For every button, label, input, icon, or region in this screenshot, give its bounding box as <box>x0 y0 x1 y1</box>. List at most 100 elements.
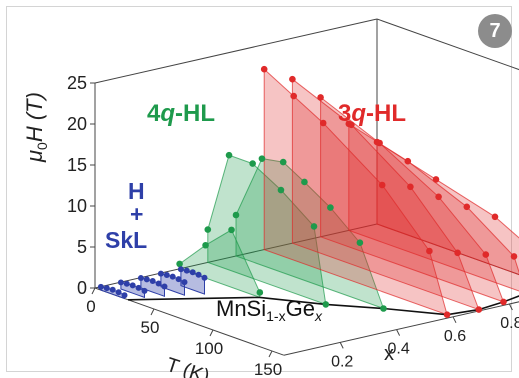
data-point <box>249 160 256 167</box>
data-point <box>277 186 285 194</box>
data-point <box>322 301 330 308</box>
data-point <box>176 260 183 268</box>
t-tick-label: 100 <box>195 339 223 358</box>
z-tick-label: 25 <box>67 73 87 93</box>
skl-point <box>117 279 124 286</box>
data-point <box>327 204 334 211</box>
data-point <box>435 193 442 201</box>
t-tick-label: 0 <box>86 297 95 316</box>
z-tick-label: 15 <box>67 155 87 175</box>
skl-point <box>155 280 162 287</box>
t-tick-mark <box>268 350 273 358</box>
material-label: MnSi1-xGex <box>216 296 323 324</box>
skl-point <box>175 276 182 283</box>
data-point <box>204 226 212 233</box>
phase-label-3q-hl: 3q-HL <box>338 100 406 127</box>
figure-frame <box>6 6 512 372</box>
z-tick-label: 5 <box>77 237 87 257</box>
data-point <box>475 306 483 313</box>
data-point <box>407 183 414 191</box>
data-point <box>256 289 264 296</box>
phase-label-skl: SkL <box>105 227 147 253</box>
data-point <box>404 157 412 165</box>
data-point <box>260 65 268 73</box>
data-point <box>443 311 451 319</box>
data-point <box>345 120 353 128</box>
t-tick-label: 150 <box>254 360 282 378</box>
skl-point <box>97 283 104 290</box>
data-point <box>378 181 386 189</box>
skl-point <box>163 271 170 278</box>
data-point <box>319 119 327 127</box>
skl-point <box>129 282 136 289</box>
skl-point <box>183 267 190 274</box>
x-tick-label: 0.2 <box>331 353 353 370</box>
data-point <box>510 253 518 260</box>
data-point <box>232 211 240 219</box>
skl-point <box>169 273 176 280</box>
data-point <box>491 213 499 221</box>
data-point <box>500 298 507 306</box>
x-tick-label: 0.4 <box>387 341 409 358</box>
skl-point <box>177 266 184 273</box>
skl-point <box>161 283 168 290</box>
data-point <box>310 223 318 230</box>
data-point <box>289 75 296 83</box>
phase-sheet-1 <box>207 154 327 306</box>
z-tick-label: 20 <box>67 114 87 134</box>
box-edge-7 <box>94 287 284 356</box>
t-tick-mark <box>91 287 96 295</box>
data-point <box>279 158 287 166</box>
x-tick-mark <box>508 303 513 311</box>
x-tick-mark <box>452 316 457 324</box>
skl-point <box>123 280 130 287</box>
skl-point <box>201 274 208 281</box>
data-point <box>356 239 364 246</box>
x-axis-label: x <box>384 343 394 365</box>
skl-point <box>137 275 144 282</box>
t-tick-mark <box>209 329 214 337</box>
skl-point <box>103 285 110 292</box>
data-point <box>290 92 298 100</box>
skl-point <box>115 289 122 296</box>
z-tick-label: 0 <box>77 278 87 298</box>
box-edge-4 <box>376 18 519 71</box>
data-point <box>258 155 266 162</box>
skl-point <box>195 271 202 278</box>
data-points <box>97 65 518 319</box>
phase-label-h: H <box>128 178 145 204</box>
data-point <box>432 176 440 183</box>
data-point <box>482 251 490 258</box>
data-point <box>380 305 387 312</box>
panel-number-badge: 7 <box>478 14 512 48</box>
skl-point <box>149 278 156 285</box>
data-point <box>225 151 233 159</box>
data-point <box>426 247 433 255</box>
skl-point <box>143 276 150 283</box>
data-point <box>301 178 308 186</box>
t-tick-mark <box>150 308 155 316</box>
x-tick-label: 0.6 <box>444 328 466 345</box>
box-edge-1 <box>94 18 378 84</box>
skl-point <box>189 269 196 276</box>
phase-sheet-3 <box>263 68 448 316</box>
data-point <box>202 241 209 249</box>
phase-label-plus: + <box>130 201 143 227</box>
phase-label-4q-hl: 4q-HL <box>147 100 215 127</box>
z-tick-label: 10 <box>67 196 87 216</box>
skl-point <box>121 292 128 299</box>
skl-point <box>157 270 164 277</box>
skl-point <box>109 286 116 293</box>
z-axis-label: μ0H (T) <box>22 92 50 163</box>
skl-point <box>181 279 188 286</box>
x-tick-mark <box>339 342 344 349</box>
data-point <box>317 94 324 101</box>
x-tick-mark <box>396 329 401 336</box>
x-tick-label: 0.8 <box>500 315 519 332</box>
data-point <box>454 249 461 257</box>
data-point <box>463 203 471 211</box>
t-tick-label: 50 <box>141 318 160 337</box>
data-point <box>228 226 235 234</box>
